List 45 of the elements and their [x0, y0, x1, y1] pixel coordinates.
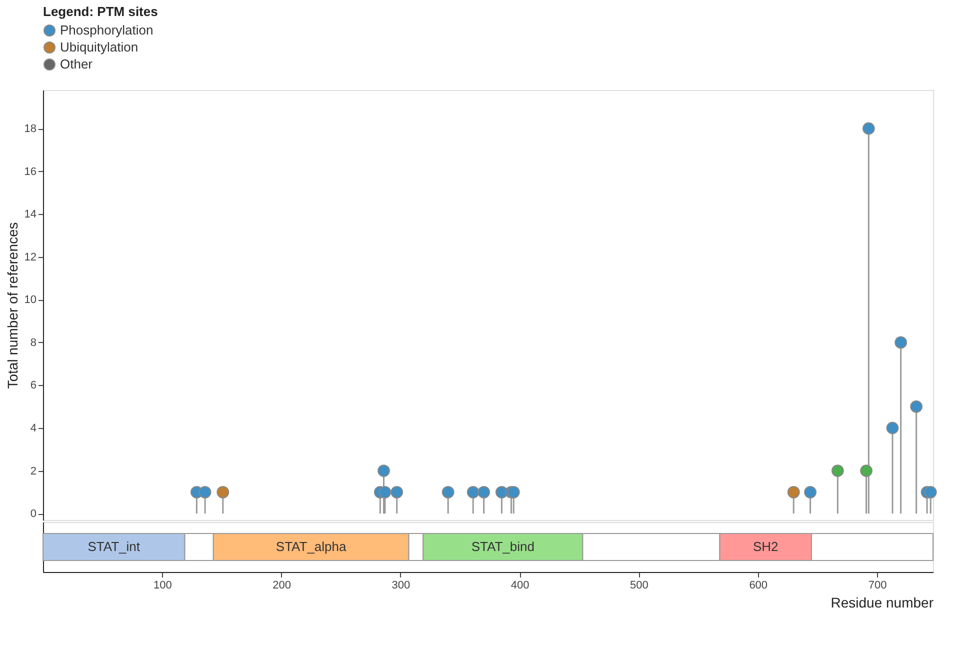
x-tick-label: 700: [868, 580, 887, 592]
series-label: STAT_bind: [471, 539, 534, 554]
y-tick-label: 8: [30, 336, 36, 349]
point: [478, 486, 490, 498]
point: [924, 486, 937, 498]
y-tick-label: 6: [30, 380, 36, 392]
point: [507, 486, 520, 498]
x-tick-label: 300: [392, 580, 410, 592]
point: [894, 336, 908, 349]
y-tick-label: 18: [24, 123, 36, 136]
point: [886, 422, 899, 434]
x-tick-label: 500: [630, 580, 648, 592]
point: [787, 486, 800, 498]
y-tick-label: 0: [30, 508, 36, 520]
y-tick-label: 2: [30, 465, 36, 478]
point: [862, 122, 875, 135]
point: [216, 486, 230, 498]
series-label: SH2: [752, 539, 778, 554]
y-tick-label: 10: [24, 294, 36, 306]
x-axis-title: Residue number: [830, 594, 934, 610]
legend-label: Ubiquitylation: [60, 40, 138, 54]
y-axis-title: Total number of references: [4, 222, 20, 389]
point: [390, 486, 404, 498]
point: [831, 464, 844, 477]
x-tick-label: 400: [510, 580, 530, 592]
point: [910, 400, 923, 413]
series-label: STAT_int: [88, 539, 140, 554]
point: [442, 486, 454, 498]
x-tick-label: 100: [153, 580, 172, 592]
x-tick-label: 200: [272, 580, 291, 592]
point: [466, 486, 480, 498]
point: [198, 486, 212, 498]
point: [378, 464, 390, 477]
y-tick-label: 16: [24, 166, 36, 178]
legend-title: Legend: PTM sites: [43, 4, 158, 19]
legend-label: Other: [60, 56, 94, 72]
series-label: STAT_alpha: [276, 539, 347, 554]
y-tick-label: 14: [24, 208, 36, 221]
y-tick-label: 4: [30, 422, 36, 435]
point: [378, 486, 392, 498]
point: [860, 464, 872, 477]
point: [804, 486, 816, 498]
y-tick-label: 12: [24, 251, 36, 264]
legend-label: Phosphorylation: [60, 22, 154, 38]
x-tick-label: 600: [749, 580, 768, 592]
